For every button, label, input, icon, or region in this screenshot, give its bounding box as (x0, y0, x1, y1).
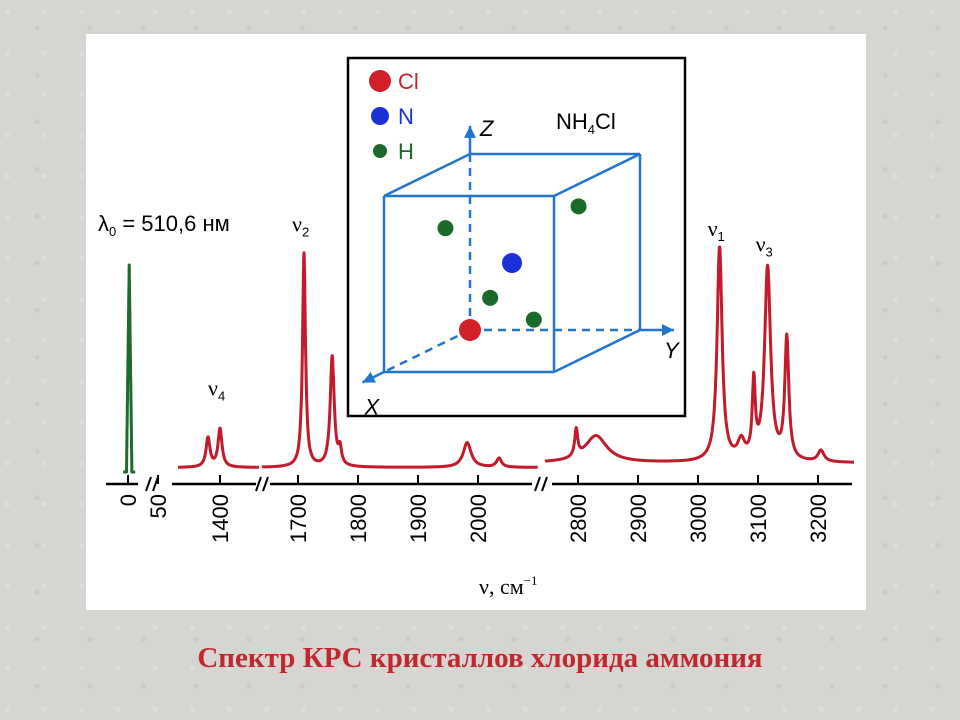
cube-edge (383, 152, 471, 198)
axis-break-mark (145, 476, 159, 492)
x-tick-label: 1800 (346, 494, 371, 543)
inset-frame (346, 56, 687, 418)
axis-break-mark (255, 476, 269, 492)
inset-crystal-structure: Cl NH NH4Cl Z Y X (346, 56, 687, 420)
x-tick-label: 3100 (746, 494, 771, 543)
legend-atom-n (371, 107, 389, 125)
x-tick-label: 2800 (566, 494, 591, 543)
spectrum-curve-1 (176, 426, 261, 469)
x-tick-label: 50 (146, 494, 171, 518)
atom-h (482, 289, 499, 306)
spectrum-curve-2 (260, 251, 539, 469)
x-tick-label: 1900 (406, 494, 431, 543)
legend-atom-h (373, 144, 387, 158)
atom-h (437, 220, 454, 237)
slide-panel: 0 50 1400 1700 1800 1900 2000 2800 2900 3000 3100 3… (86, 34, 866, 610)
x-tick-label: 3000 (686, 494, 711, 543)
legend-atom-cl (369, 70, 391, 92)
peak-label: ν4 (208, 376, 225, 404)
cube-edge (553, 328, 641, 374)
x-axis-label: ν, см−1 (479, 573, 537, 599)
legend-label: H (398, 139, 414, 164)
inset-axis-z-label: Z (479, 116, 495, 141)
x-tick-label: 1400 (208, 494, 233, 543)
raman-spectrum-chart: 0 50 1400 1700 1800 1900 2000 2800 2900 3000 3100 3… (98, 56, 856, 599)
z-axis-arrow-head (464, 125, 476, 138)
x-tick-label: 3200 (806, 494, 831, 543)
atom-n (502, 253, 522, 273)
atom-h (570, 198, 587, 215)
y-axis-arrow-head (662, 324, 674, 336)
inset-title: NH4Cl (556, 109, 616, 137)
slide-caption: Спектр КРС кристаллов хлорида аммония (197, 642, 763, 674)
x-axis-arrow-head (362, 371, 376, 383)
laser-wavelength-label: λ0 = 510,6 нм (98, 211, 230, 239)
peak-label: ν3 (756, 232, 773, 260)
x-tick-label: 0 (116, 494, 141, 506)
atom-h (525, 311, 542, 328)
axis-break-mark (534, 476, 548, 492)
x-tick-label: 1700 (286, 494, 311, 543)
cube-edge (553, 152, 641, 198)
laser-line-curve (121, 263, 137, 474)
atom-cl (459, 319, 481, 341)
legend-label: N (398, 104, 414, 129)
inset-axis-y-label: Y (664, 338, 680, 363)
peak-label: ν1 (708, 216, 725, 244)
x-axis-hidden (383, 328, 471, 374)
peak-label: ν2 (292, 211, 309, 239)
legend-label: Cl (398, 69, 419, 94)
spectrum-curve-3 (543, 245, 856, 464)
inset-axis-x-label: X (364, 395, 381, 420)
x-tick-label: 2000 (466, 494, 491, 543)
x-tick-label: 2900 (626, 494, 651, 543)
